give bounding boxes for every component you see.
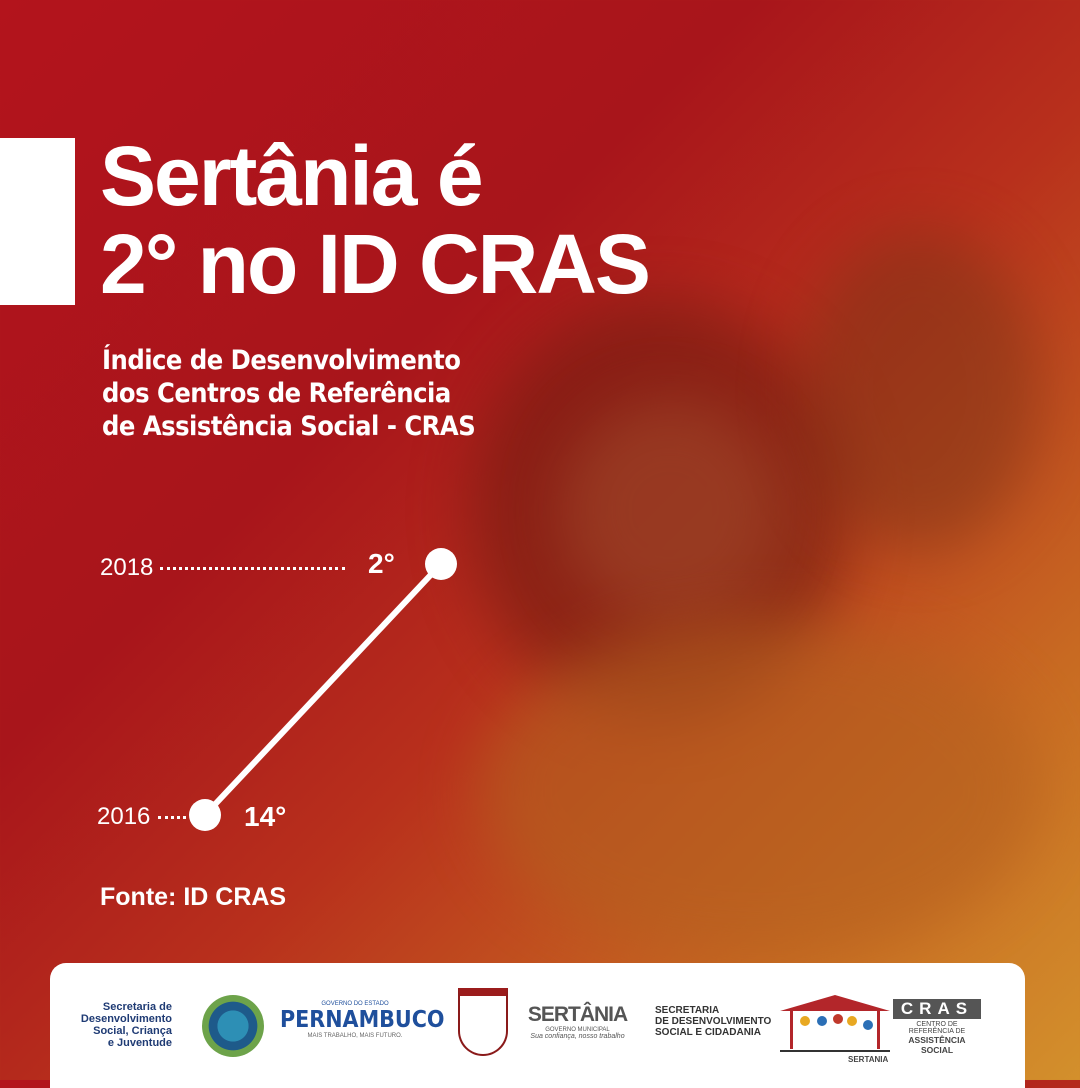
- accent-bar: [0, 138, 75, 305]
- subtitle-line-3: de Assistência Social - CRAS: [102, 411, 476, 442]
- headline-line-1: Sertânia é: [100, 129, 484, 223]
- cras-city: SERTANIA: [848, 1055, 889, 1064]
- rank-2018: 2°: [368, 548, 395, 579]
- text: e Juventude: [107, 1037, 172, 1049]
- text: MAIS TRABALHO, MAIS FUTURO.: [307, 1033, 403, 1039]
- source: Fonte: ID CRAS: [100, 883, 287, 911]
- text: CENTRO DE REFERÊNCIA DE: [908, 1021, 966, 1035]
- text: Desenvolvimento: [80, 1013, 172, 1025]
- text: ASSISTÊNCIA SOCIAL: [908, 1035, 966, 1055]
- point-2016: [189, 799, 221, 831]
- secretaria-municipal-logo: SECRETARIA DE DESENVOLVIMENTO SOCIAL E C…: [655, 1005, 771, 1038]
- text: Sua confiança, nosso trabalho: [530, 1033, 625, 1040]
- dotted-leader: [158, 816, 186, 819]
- dotted-leader: [160, 567, 345, 570]
- text: GOVERNO MUNICIPAL: [545, 1027, 610, 1033]
- point-2018: [425, 548, 457, 580]
- footer-logos: Secretaria de Desenvolvimento Social, Cr…: [50, 963, 1025, 1088]
- subtitle-line-2: dos Centros de Referência: [102, 378, 451, 409]
- sertania-logo: SERTÂNIA GOVERNO MUNICIPAL Sua confiança…: [520, 1003, 635, 1040]
- text: CRAS: [893, 999, 981, 1019]
- sertania-shield-icon: [458, 988, 508, 1056]
- pernambuco-coat-of-arms-icon: [202, 995, 264, 1057]
- year-2018: 2018: [100, 554, 154, 581]
- text: Social, Criança: [93, 1025, 172, 1037]
- cras-logo: CRAS CENTRO DE REFERÊNCIA DE ASSISTÊNCIA…: [893, 999, 981, 1055]
- text: Secretaria de: [102, 1001, 172, 1013]
- headline-line-2: 2° no ID CRAS: [100, 217, 651, 311]
- text: PERNAMBUCO: [280, 1007, 445, 1033]
- text: SERTÂNIA: [527, 1003, 628, 1026]
- subtitle: Índice de Desenvolvimento dos Centros de…: [102, 344, 476, 443]
- rank-2016: 14°: [244, 801, 287, 832]
- cras-house-family-icon: [780, 995, 890, 1052]
- secretaria-estadual-logo: Secretaria de Desenvolvimento Social, Cr…: [70, 1001, 172, 1049]
- year-2016: 2016: [97, 803, 151, 830]
- text: GOVERNO DO ESTADO: [321, 1001, 389, 1007]
- headline: Sertânia é 2° no ID CRAS: [100, 129, 651, 311]
- trend-line: [202, 561, 444, 818]
- pernambuco-logo: GOVERNO DO ESTADO PERNAMBUCO MAIS TRABAL…: [280, 1001, 445, 1039]
- text: SOCIAL E CIDADANIA: [655, 1027, 761, 1038]
- text: SECRETARIA: [655, 1005, 720, 1016]
- text: DE DESENVOLVIMENTO: [655, 1016, 772, 1027]
- subtitle-line-1: Índice de Desenvolvimento: [102, 345, 461, 376]
